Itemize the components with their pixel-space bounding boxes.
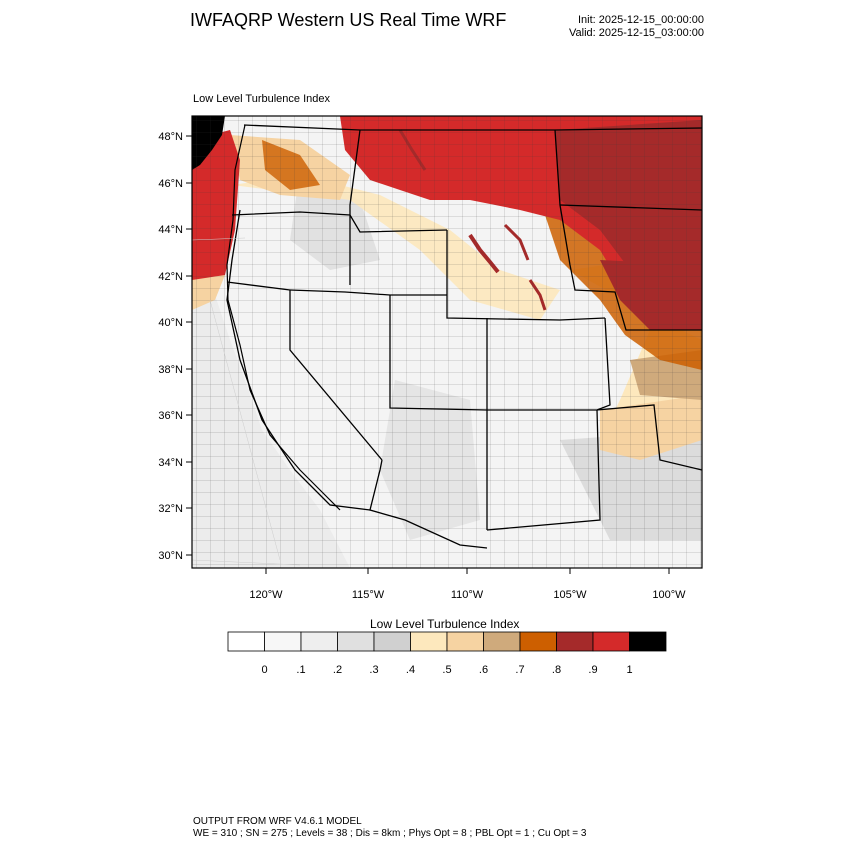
colorbar-swatch: [227, 631, 265, 652]
colorbar-tick-label: .6: [479, 664, 488, 676]
colorbar-swatch: [337, 631, 375, 652]
lon-label: 105°W: [553, 589, 587, 601]
lat-label: 38°N: [158, 364, 183, 376]
colorbar-swatch: [373, 631, 411, 652]
colorbar-tick-label: .8: [552, 664, 561, 676]
colorbar-tick-label: .5: [442, 664, 451, 676]
lat-label: 48°N: [158, 131, 183, 143]
chart-title: IWFAQRP Western US Real Time WRF: [190, 10, 507, 30]
colorbar-swatch: [592, 631, 630, 652]
lon-label: 100°W: [652, 589, 686, 601]
lat-label: 42°N: [158, 271, 183, 283]
coastline: [226, 124, 341, 511]
colorbar: [227, 631, 667, 652]
footer-options: WE = 310 ; SN = 275 ; Levels = 38 ; Dis …: [193, 828, 587, 839]
colorbar-swatch: [446, 631, 484, 652]
colorbar-swatch: [264, 631, 302, 652]
state-boundaries: [226, 124, 702, 549]
county-lines: [192, 116, 702, 568]
lat-axis: 48°N 46°N 44°N 42°N 40°N 38°N 36°N 34°N 32°N 30°N: [158, 131, 192, 562]
lon-axis: 120°W 115°W 110°W 105°W 100°W: [249, 568, 686, 601]
colorbar-swatch: [556, 631, 594, 652]
colorbar-tick-label: 0: [261, 664, 267, 676]
lat-label: 30°N: [158, 550, 183, 562]
colorbar-tick-label: .2: [333, 664, 342, 676]
colorbar-swatch: [483, 631, 521, 652]
colorbar-swatch: [629, 631, 667, 652]
colorbar-tick-label: .1: [296, 664, 305, 676]
lon-label: 110°W: [451, 589, 484, 601]
lat-label: 40°N: [158, 317, 183, 329]
colorbar-title: Low Level Turbulence Index: [370, 617, 520, 631]
colorbar-tick-label: .4: [406, 664, 415, 676]
lat-label: 34°N: [158, 457, 183, 469]
colorbar-swatch: [410, 631, 448, 652]
lat-label: 36°N: [158, 410, 183, 422]
lon-label: 115°W: [352, 589, 385, 601]
colorbar-tick-label: 1: [626, 664, 632, 676]
lat-label: 44°N: [158, 224, 183, 236]
colorbar-tick-label: .3: [369, 664, 378, 676]
lon-label: 120°W: [249, 589, 283, 601]
colorbar-tick-label: .9: [588, 664, 597, 676]
lat-label: 32°N: [158, 503, 183, 515]
map-frame: [191, 115, 703, 569]
graticule: [192, 237, 301, 566]
map-field: [192, 116, 702, 568]
footer-model: OUTPUT FROM WRF V4.6.1 MODEL: [193, 816, 362, 827]
map-subtitle: Low Level Turbulence Index: [193, 93, 330, 105]
init-time: Init: 2025-12-15_00:00:00: [578, 14, 704, 26]
colorbar-swatch: [300, 631, 338, 652]
colorbar-ticks: 0 .1 .2 .3 .4 .5 .6 .7 .8 .9 1: [261, 664, 632, 676]
lat-label: 46°N: [158, 178, 183, 190]
colorbar-tick-label: .7: [515, 664, 524, 676]
valid-time: Valid: 2025-12-15_03:00:00: [569, 27, 704, 39]
colorbar-swatch: [519, 631, 557, 652]
